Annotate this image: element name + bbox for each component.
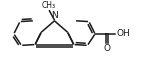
Text: O: O <box>104 44 111 53</box>
Text: N: N <box>51 11 58 20</box>
Text: CH₃: CH₃ <box>41 1 56 10</box>
Text: OH: OH <box>116 29 130 38</box>
